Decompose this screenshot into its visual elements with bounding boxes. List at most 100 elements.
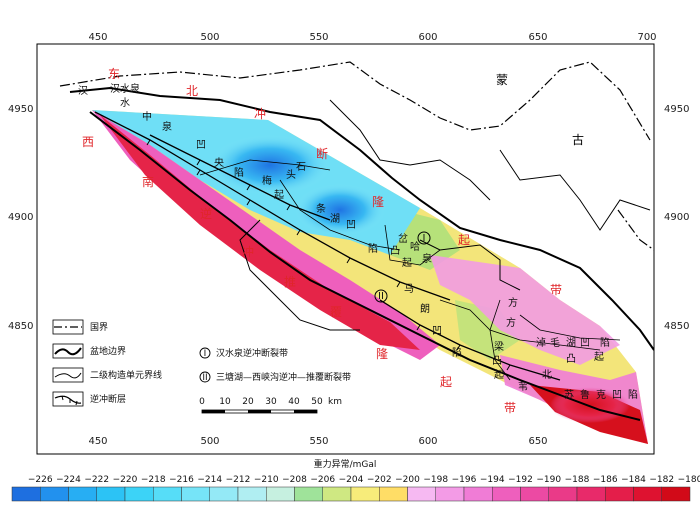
colorbar-swatch xyxy=(605,486,634,502)
fault-number: I xyxy=(423,233,426,244)
legend-item-structural-line: 二级构造单元界线 xyxy=(52,367,162,383)
colorbar-tick-label: −180 xyxy=(678,475,700,485)
unit-char: 凸 xyxy=(390,245,400,257)
unit-char: 央 xyxy=(214,156,224,169)
colorbar-tick-label: −200 xyxy=(395,475,420,485)
colorbar-swatch xyxy=(520,486,549,502)
belt-char: 北 xyxy=(186,84,198,98)
y-tick: 4950 xyxy=(664,104,689,115)
colorbar-swatch xyxy=(633,486,662,502)
scale-unit: km xyxy=(328,397,342,407)
colorbar-swatch xyxy=(181,486,210,502)
colorbar-tick-label: −212 xyxy=(226,475,251,485)
colorbar-tick-label: −206 xyxy=(310,475,335,485)
unit-char: 克 xyxy=(596,389,606,401)
national-border xyxy=(617,209,654,251)
colorbar-swatch xyxy=(266,486,295,502)
region-outline xyxy=(419,239,521,291)
fault-number: I xyxy=(204,349,207,359)
fault-marker-ii: II xyxy=(374,289,388,303)
basin-boundary xyxy=(89,111,641,421)
y-tick: 4850 xyxy=(8,321,33,332)
scale-bar: 0 10 20 30 40 50 km xyxy=(199,397,342,414)
unit-char: 陷 xyxy=(628,388,638,401)
unit-char: 凹 xyxy=(196,140,206,151)
belt-char: 隆 xyxy=(372,194,384,209)
colorbar-tick-label: −214 xyxy=(197,475,222,485)
unit-char: 鲁 xyxy=(580,388,590,401)
x-tick: 600 xyxy=(418,436,437,447)
belt-char: 南 xyxy=(142,174,154,189)
unit-char: 陷 xyxy=(368,242,378,255)
belt-char: 隆 xyxy=(376,346,388,361)
y-tick: 4850 xyxy=(664,321,689,332)
y-tick: 4950 xyxy=(8,104,33,115)
colorbar-swatch xyxy=(40,486,69,502)
x-tick: 700 xyxy=(637,32,656,43)
colorbar-swatch xyxy=(548,486,578,502)
scale-tick: 50 xyxy=(311,397,323,407)
region-outline xyxy=(239,219,360,331)
structural-line xyxy=(519,314,621,341)
colorbar-tick-label: −198 xyxy=(423,475,448,485)
legend-fault-ii: II 三塘湖—西峡沟逆冲—推覆断裂带 xyxy=(199,371,351,383)
colorbar-swatch xyxy=(11,486,41,502)
unit-char: 方 xyxy=(506,316,516,329)
structural-line xyxy=(279,179,401,251)
unit-label-hanshuiquan: 汉水泉 xyxy=(110,82,140,95)
unit-char: 方 xyxy=(508,296,518,309)
region-outline xyxy=(499,149,651,231)
unit-char: 马 xyxy=(404,283,414,295)
colorbar-tick-label: −204 xyxy=(339,475,364,485)
x-axis-top: 450 500 550 600 650 700 xyxy=(88,32,656,43)
unit-char: 湖 xyxy=(330,213,340,225)
unit-char: 水 xyxy=(120,97,130,109)
legend-item-basin-boundary: 盆地边界 xyxy=(52,343,126,359)
fault-marker-i: I xyxy=(417,231,431,245)
legend-label: 国界 xyxy=(90,322,108,333)
unit-char: 凹 xyxy=(432,326,442,337)
y-axis-left: 4950 4900 4850 xyxy=(8,104,33,332)
structural-unit-labels: 汉 汉水泉 水 中 泉 凹 央 陷 梅 头 石 起 条 湖 凹 陷 岔 哈 泉 … xyxy=(78,82,638,401)
region-outline xyxy=(329,99,491,201)
x-tick: 500 xyxy=(200,32,219,43)
belt-char: 起 xyxy=(440,375,452,389)
structural-line xyxy=(489,299,511,381)
belt-char: 冲 xyxy=(254,106,266,121)
belt-char: 推 xyxy=(284,275,296,289)
colorbar-tick-label: −218 xyxy=(141,475,166,485)
legend-label: 逆冲断层 xyxy=(90,393,126,405)
colorbar-tick-label: −220 xyxy=(113,475,138,485)
belt-char: 逆 xyxy=(200,206,212,221)
scale-tick: 0 xyxy=(199,397,205,407)
x-tick: 450 xyxy=(88,436,107,447)
unit-char: 凹 xyxy=(346,220,356,231)
belt-char: 冲 xyxy=(242,244,254,259)
legend: 国界 盆地边界 二级构造单元界线 逆冲断层 I 汉水泉逆冲断裂带 II 三塘湖—… xyxy=(52,319,351,414)
unit-char: 汉 xyxy=(78,85,88,97)
unit-char: 条 xyxy=(316,202,326,215)
x-axis-bottom: 450 500 550 600 650 xyxy=(88,436,547,447)
pink-zone xyxy=(430,255,620,365)
scale-tick: 30 xyxy=(265,397,277,407)
green-zone xyxy=(455,300,520,360)
colorbar-tick-label: −216 xyxy=(169,475,194,485)
structural-line xyxy=(199,159,331,176)
unit-char: 中 xyxy=(142,110,152,123)
colorbar-swatch xyxy=(492,486,521,502)
x-tick: 500 xyxy=(200,436,219,447)
colorbar-swatch xyxy=(407,486,436,502)
x-tick: 650 xyxy=(528,32,547,43)
structural-line xyxy=(384,224,441,266)
x-tick: 450 xyxy=(88,32,107,43)
colorbar-swatch xyxy=(463,486,493,502)
blue-core xyxy=(295,184,385,236)
colorbar-swatch xyxy=(68,486,97,502)
colorbar-tick-label: −190 xyxy=(536,475,561,485)
belt-char: 覆 xyxy=(330,305,342,319)
region-label-mongolia: 蒙 xyxy=(496,73,508,87)
unit-char: 朗 xyxy=(420,303,430,315)
colorbar-swatch xyxy=(153,486,182,502)
colorbar-tick-label: −208 xyxy=(282,475,307,485)
belt-char: 西 xyxy=(82,135,94,149)
